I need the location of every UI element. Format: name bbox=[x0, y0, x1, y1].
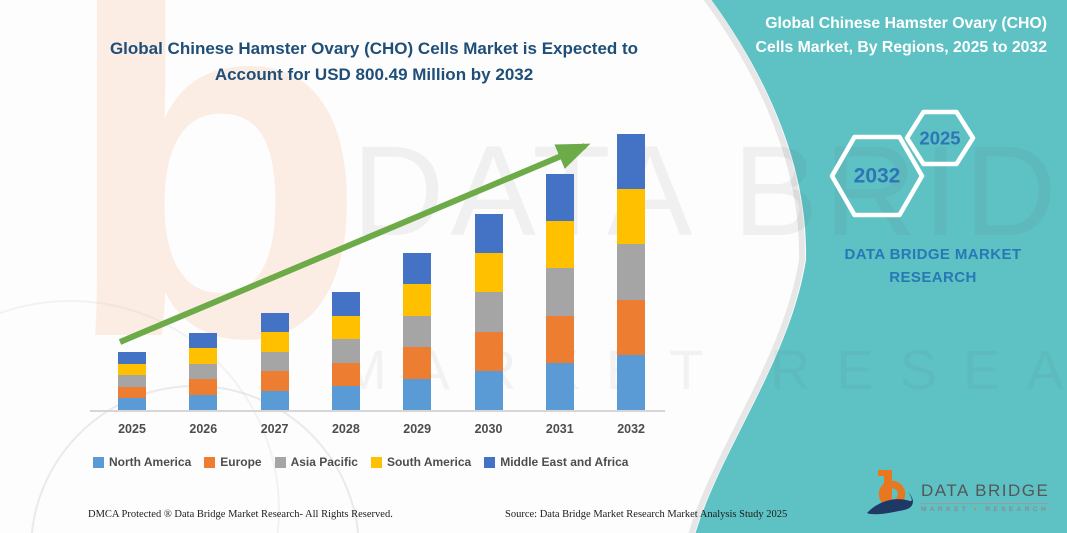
bar-segment-north-america bbox=[617, 354, 646, 410]
x-axis-label-2027: 2027 bbox=[260, 422, 289, 436]
bar-segment-middle-east-and-africa bbox=[331, 292, 360, 316]
bar-segment-europe bbox=[331, 362, 360, 387]
hexagon-2025 bbox=[904, 109, 976, 167]
bar-segment-middle-east-and-africa bbox=[118, 352, 146, 364]
legend-label: Middle East and Africa bbox=[500, 455, 629, 469]
stacked-bar-2030 bbox=[474, 214, 503, 410]
legend-item-europe: Europe bbox=[204, 455, 262, 469]
bar-segment-middle-east-and-africa bbox=[189, 333, 218, 349]
legend-swatch-icon bbox=[274, 456, 286, 468]
bar-segment-middle-east-and-africa bbox=[260, 313, 289, 333]
plot-area: 2025 2026 2027 2028 2029 2030 2031 2032 bbox=[90, 130, 665, 436]
bar-segment-europe bbox=[474, 331, 503, 371]
hexagon-2025-label: 2025 bbox=[919, 128, 960, 149]
hexagon-2032-label: 2032 bbox=[854, 165, 901, 188]
bar-segment-north-america bbox=[260, 390, 289, 410]
side-panel-title: Global Chinese Hamster Ovary (CHO) Cells… bbox=[755, 15, 1048, 56]
bar-segment-south-america bbox=[545, 221, 574, 269]
bar-segment-europe bbox=[118, 386, 146, 399]
x-axis-label-2025: 2025 bbox=[118, 422, 146, 436]
footer-dmca-text: DMCA Protected ® Data Bridge Market Rese… bbox=[88, 509, 393, 520]
legend-swatch-icon bbox=[204, 456, 216, 468]
bar-segment-asia-pacific bbox=[474, 292, 503, 332]
legend-item-asia-pacific: Asia Pacific bbox=[274, 455, 358, 469]
bar-segment-south-america bbox=[189, 348, 218, 364]
x-axis-label-2031: 2031 bbox=[545, 422, 574, 436]
bar-segment-north-america bbox=[189, 394, 218, 410]
bar-segment-north-america bbox=[331, 386, 360, 410]
legend-label: South America bbox=[386, 455, 472, 469]
legend-swatch-icon bbox=[370, 456, 382, 468]
hexagon-badges: 2032 2025 bbox=[829, 109, 976, 218]
bar-segment-north-america bbox=[118, 398, 146, 410]
bar-segment-south-america bbox=[617, 189, 646, 245]
stacked-bar-2031 bbox=[545, 174, 574, 410]
databridge-logo: DATA BRIDGE MARKET ▪ RESEARCH bbox=[866, 468, 1050, 520]
bar-segment-asia-pacific bbox=[617, 244, 646, 300]
legend-item-middle-east-and-africa: Middle East and Africa bbox=[484, 455, 628, 469]
legend-label: North America bbox=[109, 455, 192, 469]
x-axis-label-2030: 2030 bbox=[474, 422, 503, 436]
databridge-logo-tagline: MARKET ▪ RESEARCH bbox=[921, 506, 1050, 513]
watermark-marketresearch-text: MARKET RESEARCH bbox=[340, 338, 1067, 401]
bar-segment-europe bbox=[403, 347, 432, 379]
bar-segment-middle-east-and-africa bbox=[474, 214, 503, 254]
legend-swatch-icon bbox=[484, 456, 496, 468]
side-panel-brand-text: DATA BRIDGE MARKET RESEARCH bbox=[844, 246, 1022, 286]
stacked-bar-2028 bbox=[331, 292, 360, 410]
x-axis-label-2028: 2028 bbox=[331, 422, 360, 436]
legend-label: Asia Pacific bbox=[290, 455, 358, 469]
legend-label: Europe bbox=[220, 455, 262, 469]
stacked-bar-2026 bbox=[189, 333, 218, 410]
bar-segment-asia-pacific bbox=[260, 351, 289, 372]
bar-segment-middle-east-and-africa bbox=[617, 134, 646, 190]
bar-segment-south-america bbox=[403, 284, 432, 316]
bar-segment-europe bbox=[260, 371, 289, 391]
bar-segment-asia-pacific bbox=[189, 363, 218, 380]
bar-segment-north-america bbox=[545, 362, 574, 410]
legend-swatch-icon bbox=[93, 456, 104, 468]
databridge-logo-icon bbox=[867, 470, 913, 515]
bar-segment-south-america bbox=[118, 363, 146, 376]
bar-segment-north-america bbox=[403, 378, 432, 410]
bar-segment-europe bbox=[545, 315, 574, 363]
stacked-bar-2032 bbox=[617, 134, 646, 410]
bar-segment-asia-pacific bbox=[403, 315, 432, 348]
bar-segment-europe bbox=[617, 299, 646, 355]
hexagon-2032 bbox=[829, 134, 925, 218]
footer-source-text: Source: Data Bridge Market Research Mark… bbox=[505, 509, 788, 520]
bar-segment-asia-pacific bbox=[545, 268, 574, 316]
bar-segment-south-america bbox=[331, 315, 360, 340]
legend-item-north-america: North America bbox=[93, 455, 191, 469]
bar-segment-asia-pacific bbox=[118, 375, 146, 387]
databridge-logo-name: DATA BRIDGE bbox=[921, 481, 1050, 504]
bar-segment-europe bbox=[189, 379, 218, 395]
bar-segment-north-america bbox=[474, 370, 503, 410]
bar-segment-south-america bbox=[260, 332, 289, 352]
stacked-bar-2027 bbox=[260, 313, 289, 410]
stacked-bar-2029 bbox=[403, 253, 432, 410]
legend: North America Europe Asia Pacific South Ame… bbox=[93, 455, 628, 469]
stacked-bar-2025 bbox=[118, 352, 146, 410]
x-axis-label-2026: 2026 bbox=[189, 422, 218, 436]
bar-segment-middle-east-and-africa bbox=[545, 174, 574, 222]
chart-title: Global Chinese Hamster Ovary (CHO) Cells… bbox=[109, 39, 639, 84]
legend-item-south-america: South America bbox=[370, 455, 472, 469]
bar-segment-asia-pacific bbox=[331, 339, 360, 363]
x-axis-label-2032: 2032 bbox=[617, 422, 645, 436]
bar-segment-south-america bbox=[474, 253, 503, 293]
bar-segment-middle-east-and-africa bbox=[403, 253, 432, 285]
x-axis-label-2029: 2029 bbox=[403, 422, 432, 436]
